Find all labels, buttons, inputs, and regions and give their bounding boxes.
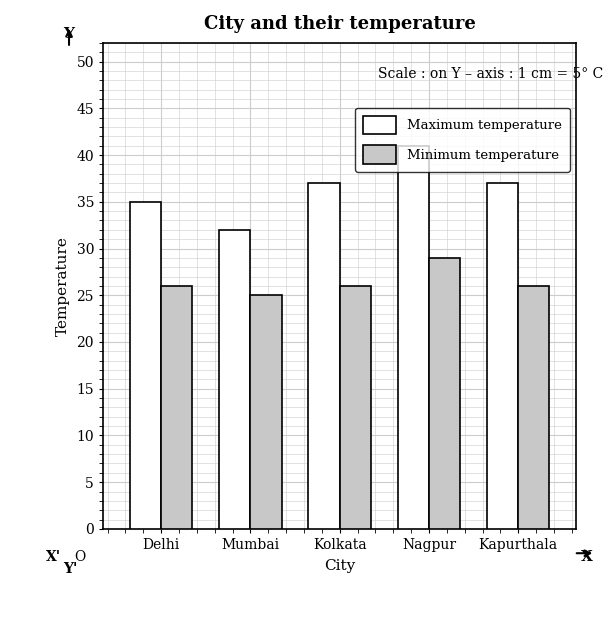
Legend: Maximum temperature, Minimum temperature: Maximum temperature, Minimum temperature <box>355 108 570 171</box>
Bar <box>339 286 371 529</box>
Bar <box>429 258 460 529</box>
Bar <box>130 202 161 529</box>
X-axis label: City: City <box>324 559 355 573</box>
Text: Y': Y' <box>63 561 77 576</box>
Text: O: O <box>75 550 86 563</box>
Bar <box>219 230 250 529</box>
Text: X: X <box>581 550 593 563</box>
Text: Y: Y <box>63 27 74 41</box>
Bar <box>398 146 429 529</box>
Bar <box>309 183 339 529</box>
Bar <box>518 286 549 529</box>
Bar <box>487 183 518 529</box>
Text: X': X' <box>46 550 62 563</box>
Bar <box>161 286 192 529</box>
Y-axis label: Temperature: Temperature <box>55 236 70 336</box>
Title: City and their temperature: City and their temperature <box>204 15 476 33</box>
Text: Scale : on Y – axis : 1 cm = 5° C: Scale : on Y – axis : 1 cm = 5° C <box>378 67 603 81</box>
Bar <box>250 295 282 529</box>
